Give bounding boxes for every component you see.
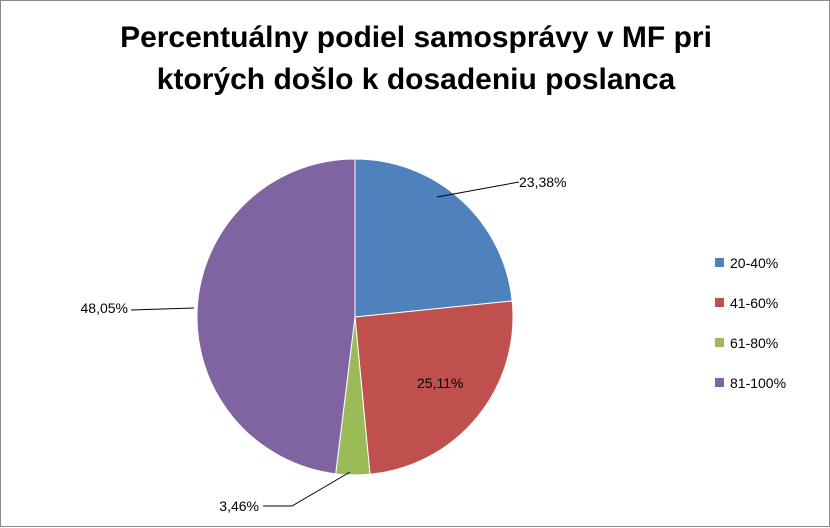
pie-slice-81-100 bbox=[196, 158, 356, 475]
chart-title-line-1: Percentuálny podiel samosprávy v MF pri bbox=[120, 21, 712, 54]
legend-item-41-60: 41-60% bbox=[715, 293, 786, 313]
data-label-61-80: 3,46% bbox=[219, 498, 259, 514]
legend-swatch bbox=[715, 378, 724, 387]
pie-slice-41-60 bbox=[354, 300, 514, 475]
leader-line-81-100 bbox=[130, 307, 195, 311]
legend-item-20-40: 20-40% bbox=[715, 253, 786, 273]
pie-slice-20-40 bbox=[354, 158, 513, 318]
chart-title-line-2: ktorých došlo k dosadeniu poslanca bbox=[156, 63, 676, 96]
data-label-81-100: 48,05% bbox=[81, 300, 128, 316]
chart-title: Percentuálny podiel samosprávy v MF pri … bbox=[1, 17, 830, 101]
leader-line-20-40 bbox=[436, 181, 520, 198]
legend-swatch bbox=[715, 258, 724, 267]
legend-label: 20-40% bbox=[730, 255, 779, 271]
legend-swatch bbox=[715, 338, 724, 347]
legend-label: 81-100% bbox=[730, 375, 787, 391]
legend-item-61-80: 61-80% bbox=[715, 333, 786, 353]
data-label-41-60: 25,11% bbox=[417, 375, 463, 391]
legend-item-81-100: 81-100% bbox=[715, 373, 786, 393]
leader-line-61-80 bbox=[263, 471, 351, 507]
legend-label: 61-80% bbox=[730, 335, 779, 351]
chart-legend: 20-40% 41-60% 61-80% 81-100% bbox=[715, 253, 786, 413]
data-label-20-40: 23,38% bbox=[519, 174, 566, 190]
legend-label: 41-60% bbox=[730, 295, 779, 311]
legend-swatch bbox=[715, 298, 724, 307]
